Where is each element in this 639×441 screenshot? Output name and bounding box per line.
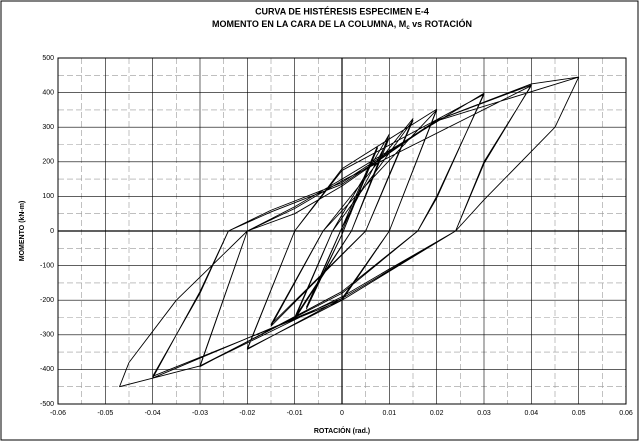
x-tick-label: -0.01 xyxy=(287,410,303,417)
x-tick-label: -0.02 xyxy=(239,410,255,417)
x-tick-label: -0.05 xyxy=(97,410,113,417)
y-tick-label: 100 xyxy=(42,193,54,200)
x-tick-label: 0.06 xyxy=(619,410,633,417)
y-tick-label: -500 xyxy=(40,401,54,408)
x-tick-label: 0.01 xyxy=(383,410,397,417)
x-tick-label: 0.04 xyxy=(525,410,539,417)
y-tick-label: -300 xyxy=(40,332,54,339)
chart-title: CURVA DE HISTÉRESIS ESPECIMEN E-4 xyxy=(255,6,429,16)
x-tick-label: 0.05 xyxy=(572,410,586,417)
y-tick-label: -100 xyxy=(40,262,54,269)
y-tick-label: 500 xyxy=(42,55,54,62)
x-tick-label: 0 xyxy=(340,410,344,417)
subtitle-tail: vs ROTACIÓN xyxy=(410,18,472,29)
y-axis-label: MOMENTO (kN-m) xyxy=(19,201,26,262)
y-tick-label: -400 xyxy=(40,366,54,373)
subtitle-main: MOMENTO EN LA CARA DE LA COLUMNA, M xyxy=(212,19,406,29)
y-tick-label: 300 xyxy=(42,124,54,131)
x-axis-label: ROTACIÓN (rad.) xyxy=(314,426,370,435)
x-tick-label: -0.04 xyxy=(145,410,161,417)
hysteresis-curve xyxy=(119,76,580,388)
x-tick-label: 0.03 xyxy=(477,410,491,417)
y-tick-label: 0 xyxy=(50,228,54,235)
y-tick-label: -200 xyxy=(40,297,54,304)
y-tick-label: 400 xyxy=(42,89,54,96)
plot-area xyxy=(57,57,627,405)
x-tick-label: 0.02 xyxy=(430,410,444,417)
x-tick-label: -0.06 xyxy=(50,410,66,417)
chart-subtitle: MOMENTO EN LA CARA DE LA COLUMNA, Mc vs … xyxy=(212,18,472,30)
x-tick-label: -0.03 xyxy=(192,410,208,417)
subtitle-sub: c xyxy=(406,25,410,31)
y-tick-label: 200 xyxy=(42,159,54,166)
